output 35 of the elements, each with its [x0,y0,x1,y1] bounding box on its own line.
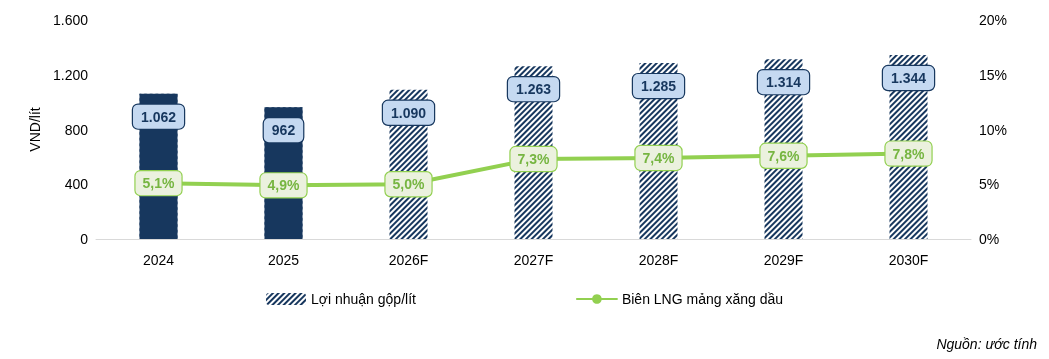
data-label: 1.285 [640,78,677,95]
data-label: 4,9% [267,177,300,194]
data-label: 1.314 [765,74,802,91]
data-label: 1.090 [390,104,427,121]
x-tick-label: 2030F [888,252,929,268]
data-label: 1.062 [140,108,177,125]
data-label: 962 [271,122,296,139]
data-label: 7,3% [517,151,550,168]
x-tick-label: 2024 [142,252,175,268]
text: Nguồn: ước tính [936,336,1038,352]
y-tick-label: 1.600 [52,12,89,28]
legend-label: Biên LNG mảng xăng dầu [621,291,784,307]
data-label: 1.263 [515,81,552,98]
x-tick-label: 2029F [763,252,804,268]
y2-tick-label: 10% [979,121,1008,138]
data-label: 7,8% [892,145,925,162]
data-label: 5,0% [392,176,425,193]
y2-tick-label: 20% [979,12,1008,28]
x-tick-label: 2025 [267,252,300,268]
y2-tick-label: 5% [979,176,1000,193]
y-tick-label: 800 [64,121,89,138]
data-label: 7,4% [642,149,675,166]
x-tick-label: 2027F [513,252,554,268]
x-tick-label: 2028F [638,252,679,268]
data-label: 7,6% [767,147,800,164]
y2-tick-label: 0% [979,231,1000,247]
data-label: 5,1% [142,175,175,192]
legend-label: Lợi nhuận gộp/lít [310,291,417,307]
y-tick-label: 400 [64,176,89,193]
y-tick-label: 1.200 [52,66,89,83]
data-label: 1.344 [890,70,927,87]
y2-tick-label: 15% [979,66,1008,83]
y-axis-title: VND/lít [27,107,44,152]
y-tick-label: 0 [80,231,89,247]
x-tick-label: 2026F [388,252,429,268]
